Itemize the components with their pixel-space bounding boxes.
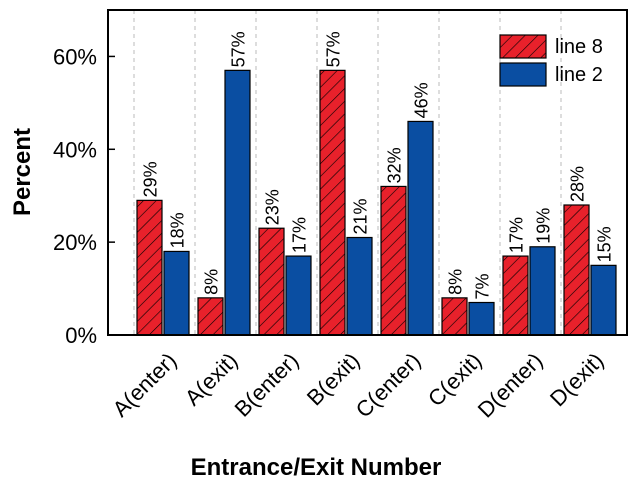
value-label: 8%: [446, 269, 466, 295]
bar: [502, 255, 529, 336]
bar: [136, 199, 163, 336]
value-label: 15%: [595, 226, 615, 262]
bar: [224, 69, 251, 336]
bar: [529, 246, 556, 336]
x-tick-label: A(enter): [108, 348, 182, 422]
value-label: 28%: [568, 166, 588, 202]
legend: line 8 line 2: [499, 34, 603, 87]
x-tick-label: D(enter): [473, 348, 548, 423]
value-label: 29%: [141, 161, 161, 197]
value-label: 57%: [229, 31, 249, 67]
legend-hatch: [500, 35, 546, 58]
legend-swatch: [499, 62, 547, 87]
value-label: 17%: [507, 217, 527, 253]
value-label: 17%: [290, 217, 310, 253]
y-tick-label: 0%: [65, 323, 97, 348]
value-label: 23%: [263, 189, 283, 225]
bar: [590, 264, 617, 336]
bar: [258, 227, 285, 336]
bar: [380, 185, 407, 336]
legend-label: line 2: [555, 64, 603, 86]
y-axis-label: Percent: [9, 128, 36, 216]
value-label: 57%: [324, 31, 344, 67]
value-label: 21%: [351, 198, 371, 234]
x-axis-label: Entrance/Exit Number: [191, 454, 442, 481]
bar: [407, 120, 434, 336]
value-label: 32%: [385, 147, 405, 183]
bar: [197, 297, 224, 336]
bar: [319, 69, 346, 336]
value-label: 19%: [534, 208, 554, 244]
value-label: 46%: [412, 82, 432, 118]
plot-frame: [107, 9, 628, 336]
x-tick-label: B(enter): [230, 348, 304, 422]
y-tick-label: 60%: [53, 44, 97, 69]
value-label: 18%: [168, 212, 188, 248]
bar: [563, 204, 590, 336]
bar: [163, 250, 190, 336]
value-label: 7%: [473, 273, 493, 299]
x-tick-label: D(exit): [545, 348, 608, 411]
bar: [468, 301, 495, 336]
bar: [346, 236, 373, 336]
bar: [441, 297, 468, 336]
x-tick-label: C(enter): [351, 348, 426, 423]
value-label: 8%: [202, 269, 222, 295]
legend-label: line 8: [555, 36, 603, 58]
y-tick-label: 20%: [53, 230, 97, 255]
y-tick-label: 40%: [53, 137, 97, 162]
bar: [285, 255, 312, 336]
